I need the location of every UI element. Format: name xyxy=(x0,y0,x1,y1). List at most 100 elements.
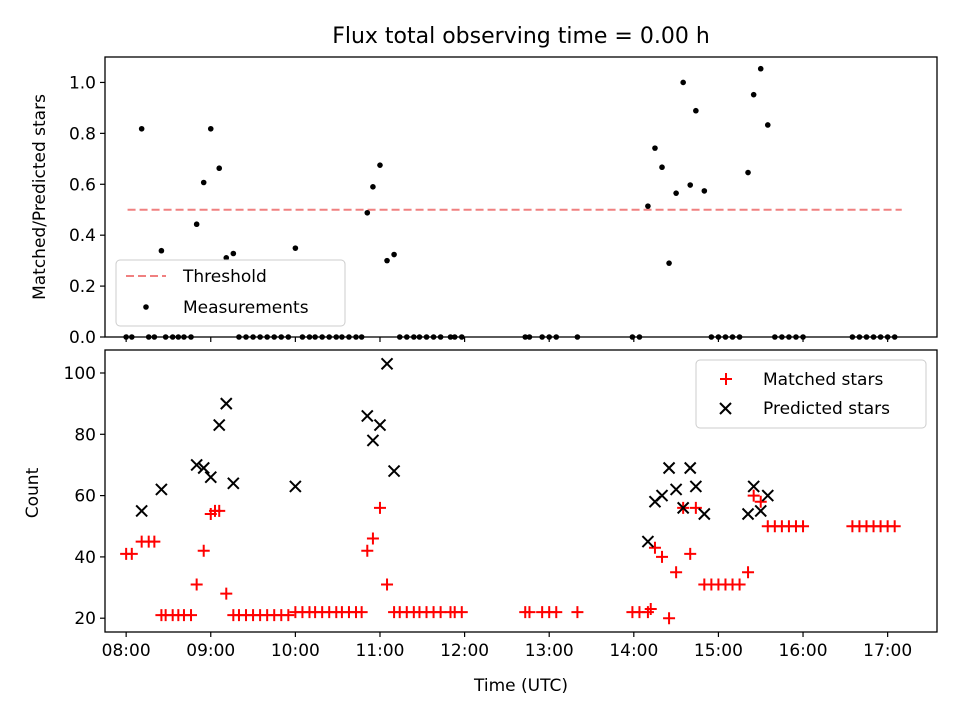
x-tick-label: 14:00 xyxy=(609,641,658,661)
xlabel: Time (UTC) xyxy=(473,676,568,696)
matched-star-point xyxy=(797,520,810,533)
x-tick-label: 13:00 xyxy=(525,641,574,661)
top-plot-frame xyxy=(104,56,938,338)
predicted-star-point xyxy=(366,434,380,447)
predicted-star-point xyxy=(754,504,767,518)
measurement-point xyxy=(138,125,145,132)
predicted-star-point xyxy=(689,480,703,493)
predicted-star-point xyxy=(741,507,755,521)
measurement-point xyxy=(666,260,672,266)
measurement-point xyxy=(764,122,771,128)
predicted-star-point xyxy=(676,501,690,515)
x-tick-label: 16:00 xyxy=(779,641,828,661)
bottom-ylabel: Count xyxy=(23,467,43,518)
matched-star-point xyxy=(754,495,767,508)
matched-star-point xyxy=(355,606,368,619)
y-tick-label: 0.4 xyxy=(69,226,96,246)
matched-star-point xyxy=(571,606,584,619)
matched-star-point xyxy=(689,501,702,514)
measurement-point xyxy=(750,91,757,98)
measurement-point xyxy=(391,251,397,258)
matched-star-point xyxy=(148,535,161,548)
y-tick-label: 0.8 xyxy=(69,124,96,144)
matched-star-point xyxy=(684,547,697,560)
x-tick-label: 17:00 xyxy=(863,641,912,661)
measurements-legend-swatch xyxy=(143,304,149,310)
measurement-point xyxy=(645,203,651,209)
bottom-axis-ticks: 08:00 09:00 10:00 11:00 12:00 13:00 14:00 15:00… xyxy=(64,364,913,661)
matched-star-point xyxy=(455,606,468,619)
measurement-point xyxy=(216,165,223,172)
measurement-point xyxy=(292,245,299,251)
predicted-star-point xyxy=(220,397,233,410)
matched-star-point xyxy=(656,550,669,563)
measurement-point xyxy=(687,182,694,188)
predicted-star-point xyxy=(204,470,217,484)
measurement-point xyxy=(193,221,200,228)
predicted-star-point xyxy=(361,409,374,423)
predicted-star-point xyxy=(227,477,240,490)
predicted-star-point xyxy=(213,418,226,432)
x-tick-label: 09:00 xyxy=(186,641,235,661)
matched-stars-legend-swatch xyxy=(720,373,732,385)
predicted-stars-legend-swatch xyxy=(719,402,732,415)
star-count-panel: Count Time (UTC) 08:00 09:00 10:00 11:00 12:… xyxy=(23,349,938,696)
predicted-star-point xyxy=(641,535,655,548)
matched-star-point xyxy=(366,532,379,545)
matched-star-point xyxy=(742,566,755,579)
bottom-plot-marks xyxy=(120,357,901,625)
matched-star-point xyxy=(197,544,210,557)
measurement-point xyxy=(701,188,708,194)
matched-star-point xyxy=(361,544,374,557)
y-tick-label: 0.0 xyxy=(69,328,96,348)
matched-star-point xyxy=(644,603,657,616)
measurement-point xyxy=(230,250,237,257)
measurement-point xyxy=(680,79,686,86)
matched-star-point xyxy=(373,501,386,514)
y-tick-label: 40 xyxy=(74,548,96,568)
predicted-star-point xyxy=(197,461,210,475)
y-tick-label: 100 xyxy=(64,364,96,384)
measurement-point xyxy=(659,164,665,171)
bottom-legend: Matched stars Predicted stars xyxy=(695,359,927,429)
x-tick-label: 15:00 xyxy=(694,641,743,661)
y-tick-label: 60 xyxy=(74,487,96,507)
predicted-star-point xyxy=(373,418,387,432)
predicted-star-point xyxy=(698,507,711,521)
predicted-stars-legend-label: Predicted stars xyxy=(763,399,890,419)
predicted-star-point xyxy=(155,483,168,496)
matched-star-point xyxy=(381,578,394,591)
x-tick-label: 08:00 xyxy=(102,641,151,661)
predicted-star-point xyxy=(655,489,669,502)
predicted-star-point xyxy=(684,461,697,475)
measurement-point xyxy=(207,125,214,132)
measurement-point xyxy=(673,190,679,196)
predicted-star-point xyxy=(747,480,760,493)
top-axis-ticks: 0.0 0.2 0.4 0.6 0.8 1.0 xyxy=(69,73,889,348)
measurement-point xyxy=(377,162,383,168)
matched-star-point xyxy=(282,609,295,622)
y-tick-label: 20 xyxy=(74,609,96,629)
matched-star-point xyxy=(648,541,661,554)
predicted-star-point xyxy=(135,504,148,518)
top-legend: Threshold Measurements xyxy=(115,259,346,327)
measurement-point xyxy=(384,257,390,264)
matched-star-point xyxy=(523,606,536,619)
x-tick-label: 11:00 xyxy=(355,641,404,661)
matched-star-point xyxy=(747,489,760,502)
matched-star-point xyxy=(670,566,683,579)
measurement-point xyxy=(757,65,764,72)
bottom-legend-box xyxy=(695,359,927,429)
x-tick-label: 12:00 xyxy=(440,641,489,661)
y-tick-label: 0.6 xyxy=(69,175,96,195)
matched-stars-legend-label: Matched stars xyxy=(763,370,883,390)
measurement-point xyxy=(364,209,371,216)
y-tick-label: 80 xyxy=(74,425,96,445)
chart-title: Flux total observing time = 0.00 h xyxy=(332,24,710,49)
matched-star-point xyxy=(550,606,563,619)
predicted-star-point xyxy=(761,489,774,502)
measurement-point xyxy=(200,179,207,186)
matched-star-point xyxy=(125,547,138,560)
flux-ratio-panel: Flux total observing time = 0.00 h Match… xyxy=(30,24,938,348)
y-tick-label: 1.0 xyxy=(69,73,96,93)
